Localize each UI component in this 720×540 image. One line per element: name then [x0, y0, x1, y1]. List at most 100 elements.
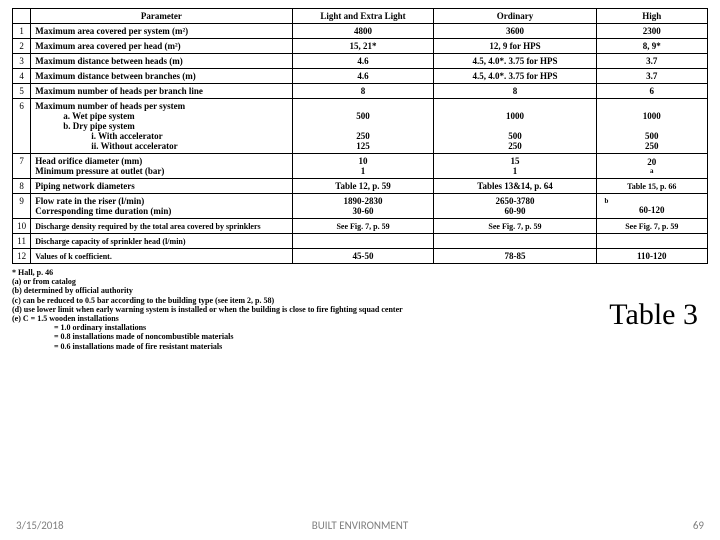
- row-param: Maximum area covered per head (m²): [31, 39, 292, 54]
- param-main: Flow rate in the riser (l/min): [35, 196, 144, 206]
- cell: 12, 9 for HPS: [434, 39, 596, 54]
- val: 15: [438, 156, 591, 166]
- header-parameter: Parameter: [31, 9, 292, 24]
- val: a: [601, 167, 703, 175]
- cell: See Fig. 7, p. 59: [596, 219, 707, 234]
- table-row: 3 Maximum distance between heads (m) 4.6…: [13, 54, 708, 69]
- table-row: 7 Head orifice diameter (mm) Minimum pre…: [13, 154, 708, 179]
- val: 500: [438, 131, 591, 141]
- val: 1000: [438, 111, 591, 121]
- row-num: 12: [13, 249, 31, 264]
- table-row: 4 Maximum distance between branches (m) …: [13, 69, 708, 84]
- val: 500: [297, 111, 430, 121]
- cell: 1000 500 250: [596, 99, 707, 154]
- cell: 4.6: [292, 69, 434, 84]
- cell: 500 250 125: [292, 99, 434, 154]
- row-num: 2: [13, 39, 31, 54]
- footnote: = 0.6 installations made of fire resista…: [12, 342, 708, 351]
- footnote: = 1.0 ordinary installations: [12, 323, 708, 332]
- cell: 8: [434, 84, 596, 99]
- footnote: (c) can be reduced to 0.5 bar according …: [12, 296, 708, 305]
- row-num: 5: [13, 84, 31, 99]
- table-row: 9 Flow rate in the riser (l/min) Corresp…: [13, 194, 708, 219]
- cell: 8: [292, 84, 434, 99]
- row-param: Discharge capacity of sprinkler head (l/…: [31, 234, 292, 249]
- param-main: Maximum number of heads per system: [35, 101, 185, 111]
- table-row: 12 Values of k coefficient. 45-50 78-85 …: [13, 249, 708, 264]
- param-sub: i. With accelerator: [35, 131, 287, 141]
- cell: 78-85: [434, 249, 596, 264]
- cell: 2650-3780 60-90: [434, 194, 596, 219]
- footnote: (e) C = 1.5 wooden installations: [12, 314, 708, 323]
- val: 60-90: [438, 206, 591, 216]
- cell: 1000 500 250: [434, 99, 596, 154]
- table-row: 10 Discharge density required by the tot…: [13, 219, 708, 234]
- table-row: 11 Discharge capacity of sprinkler head …: [13, 234, 708, 249]
- table-row: 2 Maximum area covered per head (m²) 15,…: [13, 39, 708, 54]
- row-param: Flow rate in the riser (l/min) Correspon…: [31, 194, 292, 219]
- cell: 3.7: [596, 69, 707, 84]
- cell: 110-120: [596, 249, 707, 264]
- cell: 4.5, 4.0*. 3.75 for HPS: [434, 69, 596, 84]
- val: b: [601, 197, 703, 205]
- header-blank: [13, 9, 31, 24]
- cell: 20 a: [596, 154, 707, 179]
- table-row: 8 Piping network diameters Table 12, p. …: [13, 179, 708, 194]
- val: 10: [297, 156, 430, 166]
- row-param: Values of k coefficient.: [31, 249, 292, 264]
- row-param: Maximum area covered per system (m²): [31, 24, 292, 39]
- cell: 3600: [434, 24, 596, 39]
- footnote: (a) or from catalog: [12, 277, 708, 286]
- param-sub: a. Wet pipe system: [35, 111, 287, 121]
- cell: 45-50: [292, 249, 434, 264]
- table-label: Table 3: [609, 298, 698, 333]
- param-main: Head orifice diameter (mm): [35, 156, 142, 166]
- param-sub: ii. Without accelerator: [35, 141, 287, 151]
- footnote: * Hall, p. 46: [12, 268, 708, 277]
- row-num: 11: [13, 234, 31, 249]
- row-param: Piping network diameters: [31, 179, 292, 194]
- row-param: Maximum distance between branches (m): [31, 69, 292, 84]
- cell: 8, 9*: [596, 39, 707, 54]
- cell: [292, 234, 434, 249]
- val: 250: [438, 141, 591, 151]
- footer-page: 69: [693, 519, 704, 532]
- cell: 1890-2830 30-60: [292, 194, 434, 219]
- val: 250: [297, 131, 430, 141]
- cell: 2300: [596, 24, 707, 39]
- row-param: Maximum distance between heads (m): [31, 54, 292, 69]
- row-num: 7: [13, 154, 31, 179]
- cell: 15 1: [434, 154, 596, 179]
- row-num: 6: [13, 99, 31, 154]
- row-num: 1: [13, 24, 31, 39]
- row-num: 9: [13, 194, 31, 219]
- row-num: 10: [13, 219, 31, 234]
- table-row: 6 Maximum number of heads per system a. …: [13, 99, 708, 154]
- val: 2650-3780: [438, 196, 591, 206]
- footer-title: BUILT ENVIRONMENT: [0, 519, 720, 532]
- footnotes: * Hall, p. 46 (a) or from catalog (b) de…: [12, 268, 708, 351]
- val: 60-120: [601, 205, 703, 215]
- cell: [596, 234, 707, 249]
- cell: See Fig. 7, p. 59: [292, 219, 434, 234]
- row-num: 4: [13, 69, 31, 84]
- cell: Table 15, p. 66: [596, 179, 707, 194]
- cell: [434, 234, 596, 249]
- footnote: (b) determined by official authority: [12, 286, 708, 295]
- val: 250: [601, 141, 703, 151]
- val: 1890-2830: [297, 196, 430, 206]
- cell: 3.7: [596, 54, 707, 69]
- param-sub: Minimum pressure at outlet (bar): [35, 166, 164, 176]
- row-param: Discharge density required by the total …: [31, 219, 292, 234]
- cell: See Fig. 7, p. 59: [434, 219, 596, 234]
- cell: Tables 13&14, p. 64: [434, 179, 596, 194]
- val: 30-60: [297, 206, 430, 216]
- row-num: 3: [13, 54, 31, 69]
- cell: 10 1: [292, 154, 434, 179]
- cell: 4.6: [292, 54, 434, 69]
- spec-table: Parameter Light and Extra Light Ordinary…: [12, 8, 708, 264]
- cell: 4800: [292, 24, 434, 39]
- param-sub: Corresponding time duration (min): [35, 206, 171, 216]
- cell: Table 12, p. 59: [292, 179, 434, 194]
- header-light: Light and Extra Light: [292, 9, 434, 24]
